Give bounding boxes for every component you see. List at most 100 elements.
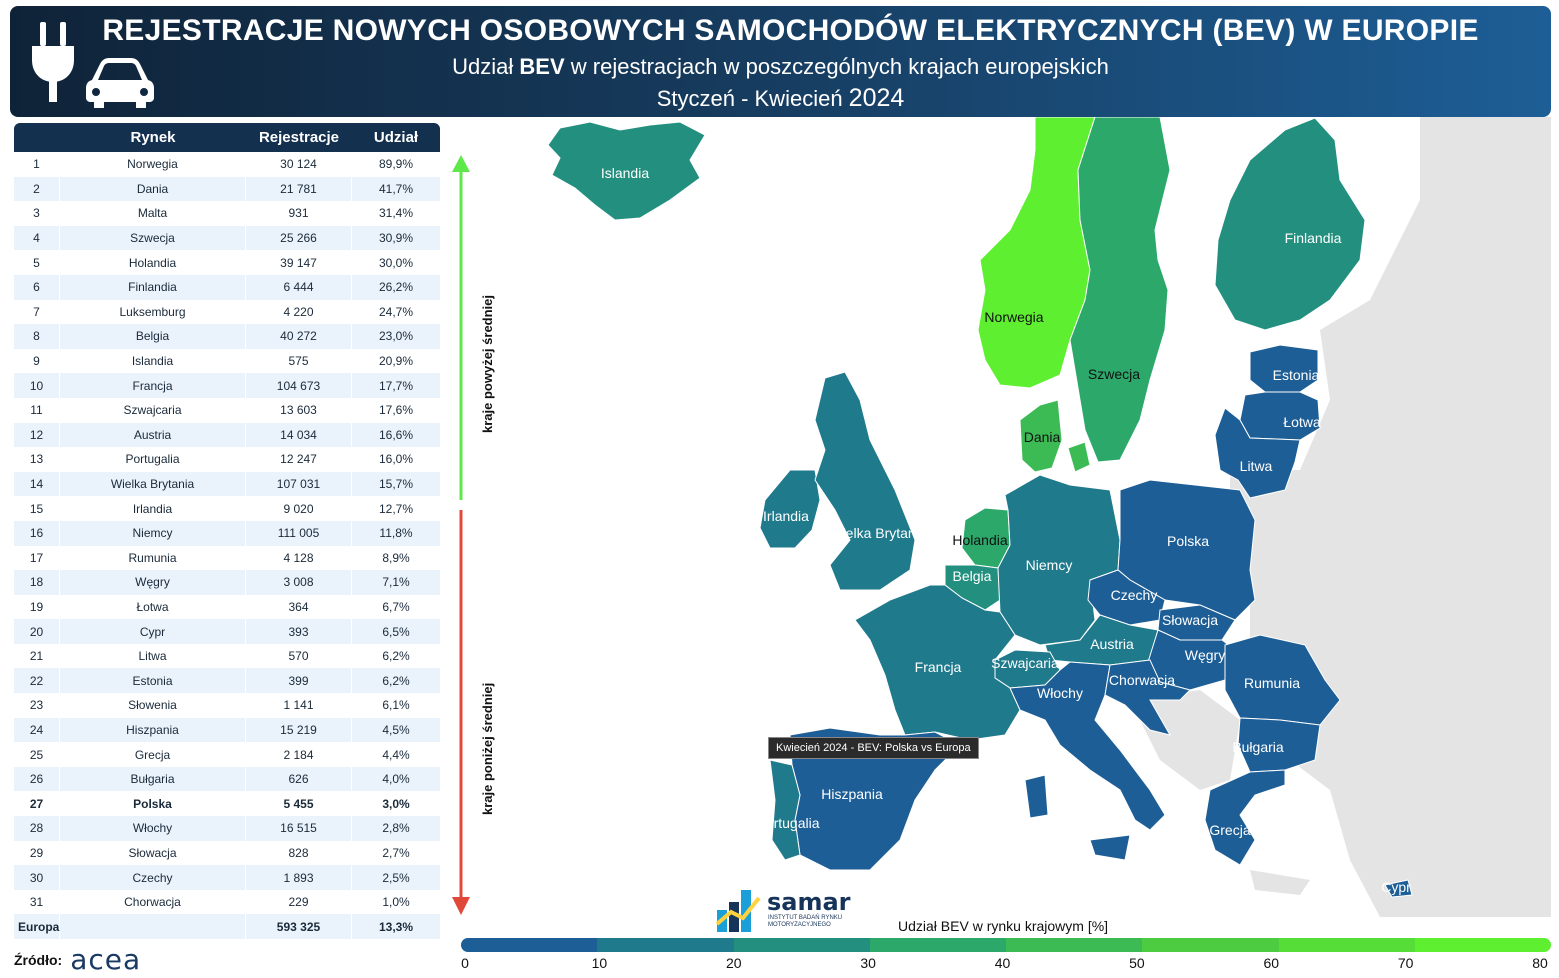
row-rank: 19	[14, 594, 60, 620]
scale-tick: 0	[461, 955, 469, 971]
scale-segment	[597, 938, 734, 952]
row-rank: 31	[14, 889, 60, 915]
samar-logo-tagline: INSTYTUT BADAŃ RYNKU MOTORYZACYJNEGO	[768, 915, 843, 928]
row-rank: 25	[14, 742, 60, 767]
table-row: 11 Szwajcaria 13 603 17,6%	[14, 397, 440, 423]
row-registrations: 3 008	[246, 570, 352, 595]
row-market: Islandia	[60, 348, 246, 374]
row-rank: 1	[14, 152, 60, 177]
row-share: 31,4%	[378, 206, 414, 221]
row-share: 1,0%	[382, 895, 410, 910]
region-label-irlandia: Irlandia	[763, 508, 809, 524]
row-registrations: 1 141	[246, 693, 352, 718]
row-market: Dania	[60, 176, 246, 202]
row-share: 17,7%	[378, 378, 414, 393]
tooltip: Kwiecień 2024 - BEV: Polska vs Europa	[768, 737, 979, 759]
table-row: 12 Austria 14 034 16,6%	[14, 422, 440, 448]
row-market: Szwajcaria	[60, 397, 246, 423]
row-market: Grecja	[60, 742, 246, 767]
row-share: 30,0%	[378, 255, 414, 270]
row-rank: 17	[14, 545, 60, 571]
row-market: Bułgaria	[60, 766, 246, 792]
scale-ticks: 0 10 20 30 40 50 60 70 80	[461, 955, 1551, 975]
scale-title: Udział BEV w rynku krajowym [%]	[898, 918, 1109, 934]
region-cypr	[1384, 879, 1413, 898]
row-share: 4,5%	[382, 722, 410, 737]
scale-tick: 60	[1263, 955, 1280, 971]
row-market: Rumunia	[60, 545, 246, 571]
table-row: 9 Islandia 575 20,9%	[14, 348, 440, 374]
row-rank: 28	[14, 816, 60, 841]
scale-segment	[461, 938, 598, 952]
row-rank: 26	[14, 766, 60, 792]
row-market: Szwecja	[60, 225, 246, 251]
table-row: 25 Grecja 2 184 4,4%	[14, 742, 440, 767]
row-market: Estonia	[60, 668, 246, 694]
row-share: 2,7%	[382, 845, 410, 860]
row-share: 2,8%	[382, 821, 410, 836]
scale-segment	[1006, 938, 1143, 952]
table-header: Rynek Rejestracje Udział	[14, 123, 440, 152]
table-row: 19 Łotwa 364 6,7%	[14, 594, 440, 620]
row-registrations: 570	[246, 643, 352, 669]
table-row: 7 Luksemburg 4 220 24,7%	[14, 299, 440, 325]
region-label-polska: Polska	[1167, 533, 1209, 549]
region-label-wielka-brytania: Wielka Brytania	[829, 525, 926, 541]
row-registrations: 15 219	[246, 717, 352, 743]
region-label-francja: Francja	[915, 659, 962, 675]
row-rank: 12	[14, 422, 60, 448]
chart-period: Styczeń - Kwiecień 2024	[656, 84, 905, 112]
row-registrations: 626	[246, 766, 352, 792]
row-registrations: 104 673	[246, 373, 352, 398]
row-market: Niemcy	[60, 520, 246, 546]
row-market: Cypr	[60, 619, 246, 644]
scale-tick: 70	[1397, 955, 1414, 971]
row-rank: 18	[14, 570, 60, 595]
row-market: Holandia	[60, 250, 246, 275]
table-row: 15 Irlandia 9 020 12,7%	[14, 496, 440, 521]
row-market: Litwa	[60, 643, 246, 669]
table-row: 23 Słowenia 1 141 6,1%	[14, 693, 440, 718]
row-share: 4,0%	[382, 772, 410, 787]
source-label: Źródło:	[14, 952, 63, 968]
region-label-cypr: Cypr	[1381, 879, 1411, 895]
region-islandia	[547, 121, 706, 221]
region-irlandia	[759, 469, 821, 549]
region-label-czechy: Czechy	[1111, 587, 1158, 603]
table-row: 10 Francja 104 673 17,7%	[14, 373, 440, 398]
row-registrations: 40 272	[246, 324, 352, 349]
row-registrations: 6 444	[246, 274, 352, 300]
row-market: Wielka Brytania	[60, 471, 246, 497]
row-registrations: 16 515	[246, 816, 352, 841]
row-share: 6,7%	[382, 599, 410, 614]
scale-segment	[1414, 938, 1551, 952]
region-grecja	[1204, 769, 1286, 866]
region-label-estonia: Estonia	[1273, 367, 1320, 383]
row-registrations: 575	[246, 348, 352, 374]
row-market: Hiszpania	[60, 717, 246, 743]
row-share: 16,6%	[378, 427, 414, 442]
source: Źródło: acea	[14, 946, 141, 974]
table-row: 17 Rumunia 4 128 8,9%	[14, 545, 440, 571]
region-estonia	[1249, 344, 1319, 393]
row-registrations: 12 247	[246, 447, 352, 472]
scale-tick: 20	[725, 955, 742, 971]
row-rank: 22	[14, 668, 60, 694]
row-registrations: 5 455	[246, 791, 352, 817]
row-share: 30,9%	[378, 231, 414, 246]
table-row: 30 Czechy 1 893 2,5%	[14, 865, 440, 890]
row-market: Słowacja	[60, 840, 246, 866]
table-row: 26 Bułgaria 626 4,0%	[14, 766, 440, 792]
row-rank: 10	[14, 373, 60, 398]
other-land-turkey	[1250, 870, 1310, 895]
row-rank: 4	[14, 225, 60, 251]
scale-segment	[1278, 938, 1415, 952]
table-total-row: Europa 593 325 13,3%	[14, 914, 440, 939]
table-row: 13 Portugalia 12 247 16,0%	[14, 447, 440, 472]
row-market: Czechy	[60, 865, 246, 890]
scale-tick: 50	[1129, 955, 1145, 971]
table-row: 3 Malta 931 31,4%	[14, 201, 440, 226]
region-finlandia	[1214, 117, 1366, 331]
region-label-bulgaria: Bułgaria	[1232, 739, 1284, 755]
row-rank: 27	[14, 791, 60, 817]
